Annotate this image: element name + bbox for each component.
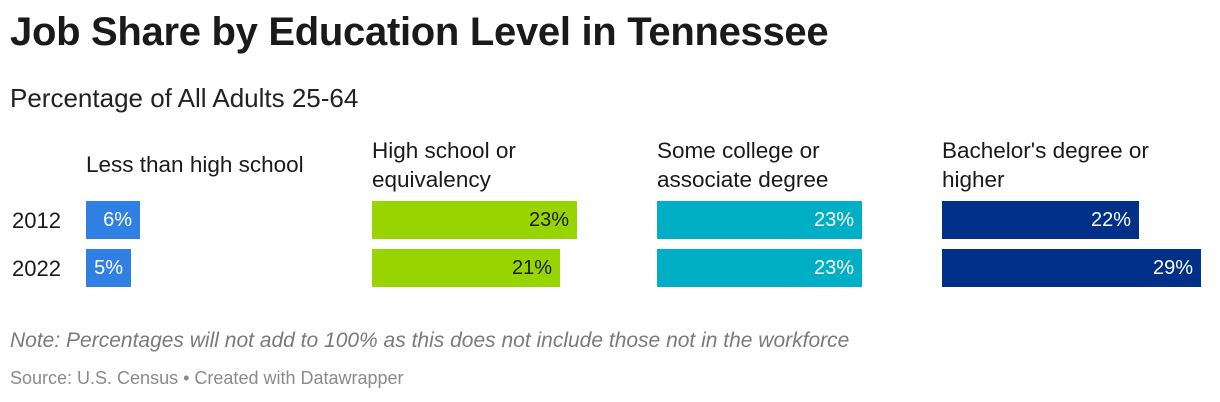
column-header-2: High school or equivalency [372,138,516,192]
chart-title: Job Share by Education Level in Tennesse… [10,10,829,54]
source-separator: • [183,368,190,388]
column-header-3: Some college or associate degree [657,138,829,192]
bar-2-2022 [372,249,560,287]
chart-source-line: Source: U.S. Census • Created with Dataw… [10,368,404,389]
bar-1-2022 [86,249,131,287]
bar-1-2012 [86,201,140,239]
value-label-3-2012: 23% [813,209,854,231]
row-label-2022: 2022 [12,256,61,281]
column-header-4: Bachelor's degree or higher [942,138,1149,192]
bar-3-2012 [657,201,862,239]
bar-3-2022 [657,249,862,287]
value-label-2-2022: 21% [511,257,552,279]
value-label-2-2012: 23% [528,209,569,231]
bar-2-2012 [372,201,577,239]
bar-4-2012 [942,201,1139,239]
value-label-1-2012: 6% [103,209,132,231]
chart-subtitle: Percentage of All Adults 25-64 [10,83,359,113]
credit-text: Created with Datawrapper [194,368,404,388]
column-header-1: Less than high school [86,152,304,177]
value-label-4-2022: 29% [1152,257,1193,279]
value-label-3-2022: 23% [813,257,854,279]
row-label-2012: 2012 [12,208,61,233]
bar-4-2022 [942,249,1201,287]
value-label-1-2022: 5% [94,257,123,279]
value-label-4-2012: 22% [1090,209,1131,231]
split-bar-chart: 2012 2022 Less than high school 6% 5% High sc… [0,130,1220,300]
chart-note: Note: Percentages will not add to 100% a… [10,329,850,352]
source-text: Source: U.S. Census [10,368,179,388]
